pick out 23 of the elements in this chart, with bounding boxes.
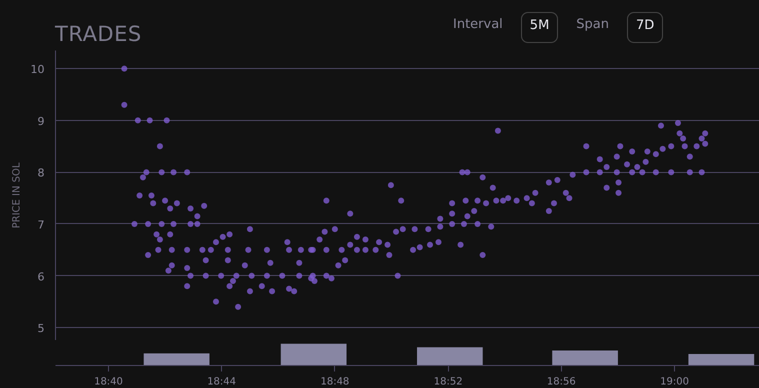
y-tick-label: 6 <box>38 270 44 284</box>
chart-title: TRADES <box>55 21 142 48</box>
y-tick-label: 5 <box>38 322 44 336</box>
y-tick-label: 8 <box>38 166 44 180</box>
bar <box>280 344 347 366</box>
x-tick-label: 19:00 <box>660 376 689 388</box>
x-tick-label: 18:40 <box>94 376 123 388</box>
x-tick-label: 18:44 <box>207 376 236 388</box>
text: Span <box>576 16 610 34</box>
x-tick-label: 18:52 <box>434 376 463 388</box>
x-tick-label: 18:56 <box>546 376 576 388</box>
text: 7D <box>636 17 654 35</box>
bar <box>417 347 483 366</box>
bar <box>552 350 618 366</box>
x-tick-label: 18:48 <box>320 376 350 388</box>
y-tick-label: 9 <box>38 114 44 128</box>
y-tick-label: 7 <box>38 218 44 232</box>
bar <box>144 353 210 366</box>
y-tick-label: 10 <box>30 63 45 76</box>
text: Interval <box>453 16 503 34</box>
bar <box>688 354 754 366</box>
text: 5M <box>530 17 550 35</box>
y-axis-title: PRICE IN SOL <box>12 162 23 228</box>
